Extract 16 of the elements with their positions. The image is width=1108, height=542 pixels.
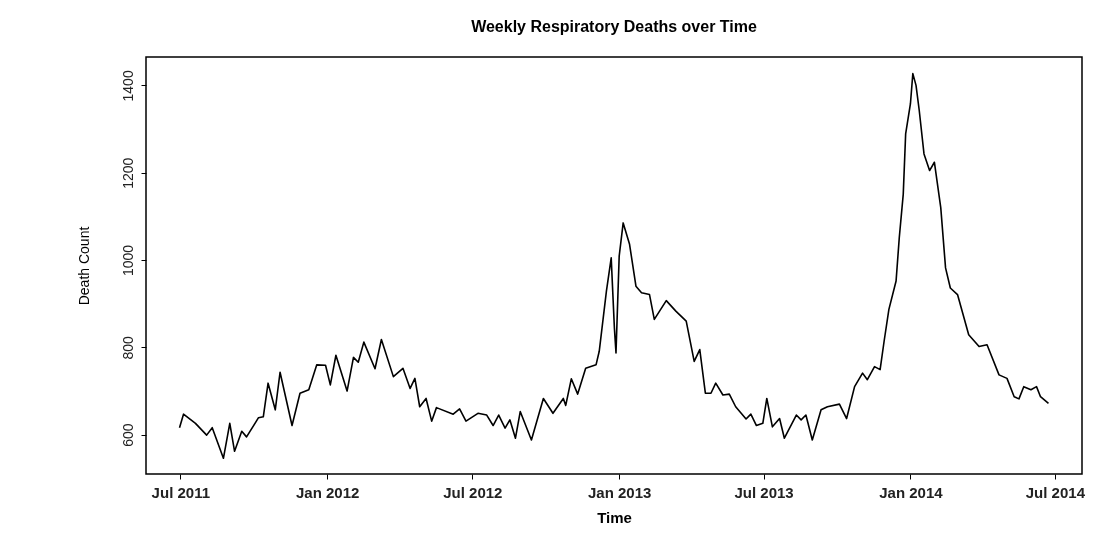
y-tick-label: 600 (119, 423, 136, 447)
y-tick-label: 1400 (119, 70, 136, 102)
y-tick-label: 800 (119, 335, 136, 360)
y-tick-label: 1000 (119, 244, 136, 277)
x-tick-label: Jan 2013 (587, 483, 652, 501)
x-tick-label: Jul 2014 (1025, 483, 1086, 501)
x-axis-title: Time (597, 508, 632, 526)
y-tick-label: 1200 (119, 157, 136, 189)
line-series (178, 72, 1050, 460)
x-tick-label: Jul 2012 (443, 483, 503, 501)
y-axis-title: Death Count (75, 226, 92, 306)
x-tick-label: Jul 2013 (734, 483, 794, 501)
x-tick-label: Jan 2012 (295, 483, 360, 501)
chart-title: Weekly Respiratory Deaths over Time (471, 18, 757, 35)
x-tick-label: Jul 2011 (151, 483, 211, 501)
x-tick-label: Jan 2014 (879, 483, 944, 501)
